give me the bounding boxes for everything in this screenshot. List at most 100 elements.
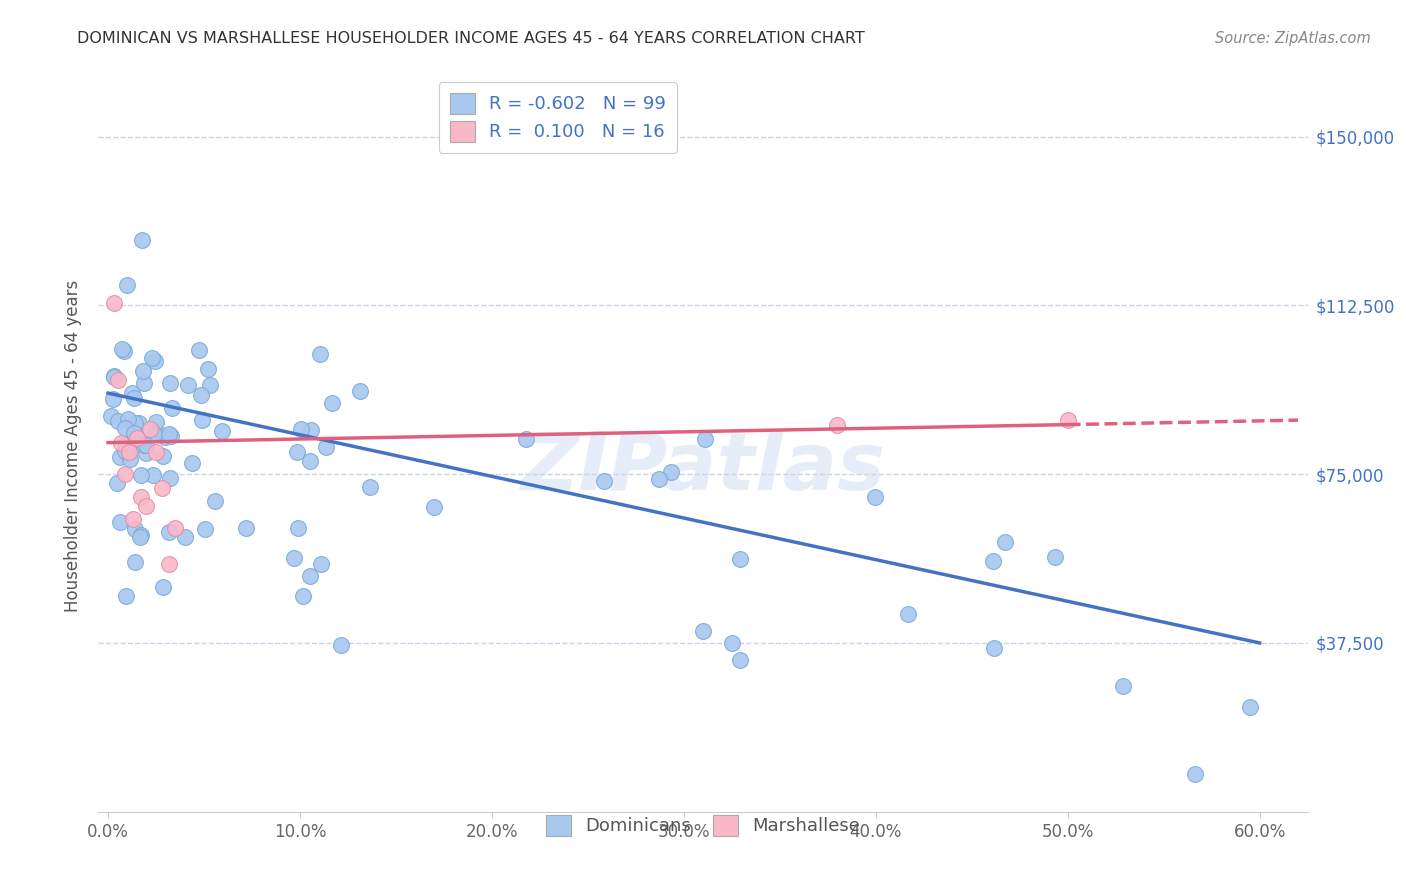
Point [593,475,616,489]
Point [863,490,886,504]
Point [131,233,153,247]
Point [129,490,152,504]
Point [111,343,134,357]
Point [145,425,167,439]
Point [134,376,156,391]
Point [181,456,204,470]
Point [827,417,849,432]
Point [145,415,167,429]
Point [1112,679,1135,693]
Point [125,431,148,445]
Point [1184,767,1206,781]
Point [162,401,184,415]
Point [176,378,198,392]
Point [135,499,157,513]
Point [157,427,180,442]
Point [190,387,212,401]
Point [155,430,177,444]
Point [131,528,153,542]
Point [150,481,173,495]
Point [173,530,195,544]
Point [110,450,132,465]
Point [648,472,671,486]
Point [299,423,322,437]
Y-axis label: Householder Income Ages 45 - 64 years: Householder Income Ages 45 - 64 years [65,280,83,612]
Point [141,351,163,365]
Point [291,590,314,604]
Point [124,432,146,446]
Point [321,396,343,410]
Point [721,635,744,649]
Point [134,438,156,452]
Point [157,524,180,539]
Point [107,414,129,428]
Point [165,521,187,535]
Point [122,512,145,526]
Point [115,435,138,450]
Point [191,412,214,426]
Point [659,466,682,480]
Point [159,470,181,484]
Point [115,589,138,603]
Point [122,391,145,405]
Point [115,277,138,292]
Point [121,386,143,401]
Point [1043,550,1066,565]
Point [117,441,139,455]
Point [330,638,353,652]
Point [110,515,132,529]
Point [981,553,1004,567]
Point [349,384,371,398]
Point [128,531,150,545]
Point [118,444,141,458]
Point [112,344,135,359]
Point [129,468,152,483]
Point [290,422,312,436]
Text: ZIPatlas: ZIPatlas [520,429,886,507]
Point [298,569,321,583]
Point [193,522,215,536]
Point [204,494,226,508]
Point [124,555,146,569]
Text: Source: ZipAtlas.com: Source: ZipAtlas.com [1215,31,1371,46]
Point [309,557,332,571]
Point [122,425,145,440]
Point [983,641,1005,656]
Point [994,535,1017,549]
Point [422,500,444,515]
Point [211,424,233,438]
Point [110,435,132,450]
Point [152,449,174,463]
Point [114,444,136,458]
Point [692,624,714,638]
Text: DOMINICAN VS MARSHALLESE HOUSEHOLDER INCOME AGES 45 - 64 YEARS CORRELATION CHART: DOMINICAN VS MARSHALLESE HOUSEHOLDER INC… [77,31,865,46]
Point [159,557,181,571]
Point [299,454,322,468]
Point [124,416,146,430]
Point [152,580,174,594]
Point [159,428,181,442]
Point [200,378,222,392]
Point [121,433,143,447]
Point [103,296,125,310]
Point [101,392,124,407]
Point [142,427,165,442]
Point [728,653,751,667]
Point [103,368,125,383]
Point [143,353,166,368]
Point [135,437,157,451]
Point [197,362,219,376]
Point [187,343,209,357]
Point [515,432,537,446]
Point [283,550,305,565]
Point [124,522,146,536]
Point [128,416,150,430]
Point [124,423,146,437]
Point [114,421,136,435]
Point [103,369,125,384]
Point [118,452,141,467]
Point [1239,700,1261,714]
Point [159,376,181,391]
Point [139,422,162,436]
Point [117,412,139,426]
